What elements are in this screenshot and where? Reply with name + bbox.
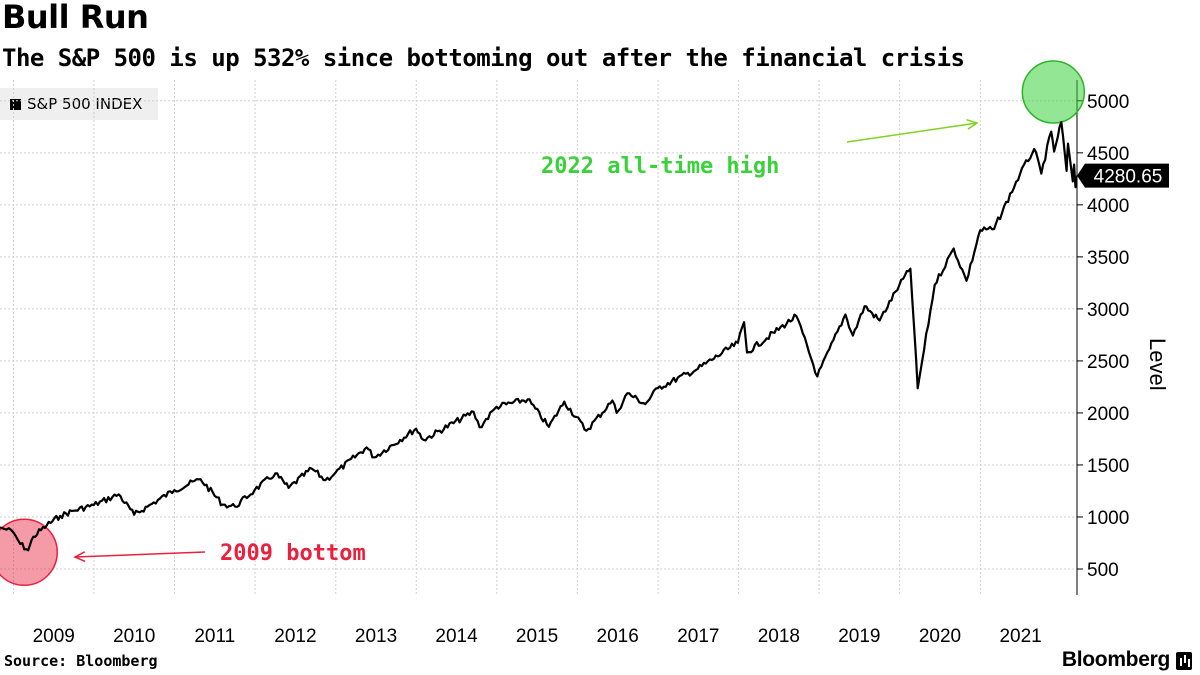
legend-swatch: [10, 98, 21, 110]
y-tick-label: 4000: [1087, 196, 1129, 217]
source-note: Source: Bloomberg: [4, 652, 158, 670]
x-tick-label: 2018: [758, 626, 800, 647]
x-tick-label: 2014: [435, 626, 478, 647]
x-tick-label: 2016: [597, 626, 639, 647]
legend: S&P 500 INDEX: [0, 88, 158, 120]
series-line-sp500: [0, 120, 1078, 552]
x-tick-label: 2011: [194, 626, 235, 647]
y-tick-label: 2000: [1087, 404, 1129, 425]
chart-title: Bull Run: [2, 0, 149, 36]
x-tick-label: 2019: [838, 626, 880, 647]
x-tick-label: 2015: [516, 626, 558, 647]
y-tick-label: 1500: [1087, 456, 1129, 477]
high-annotation-arrow-head: [966, 118, 979, 130]
y-tick-label: 3500: [1087, 248, 1129, 269]
x-tick-label: 2021: [999, 626, 1041, 647]
x-tick-label: 2013: [355, 626, 397, 647]
y-tick-label: 4500: [1087, 144, 1129, 165]
y-tick-label: 5000: [1087, 92, 1129, 113]
high-annotation-arrow: [846, 122, 978, 143]
brand-logo-text: Bloomberg: [1061, 648, 1170, 671]
y-tick-label: 1000: [1087, 508, 1129, 529]
y-tick-label: 2500: [1087, 352, 1129, 373]
bottom-annotation-arrow-head: [73, 551, 86, 563]
legend-label: S&P 500 INDEX: [27, 95, 143, 113]
x-tick-label: 2009: [33, 626, 75, 647]
y-tick-label: 500: [1087, 560, 1119, 581]
x-tick-label: 2012: [274, 626, 316, 647]
chart-subtitle: The S&P 500 is up 532% since bottoming o…: [2, 44, 965, 72]
x-tick-label: 2020: [919, 626, 961, 647]
last-value-badge: [1077, 163, 1169, 188]
high-marker-circle: [1021, 60, 1086, 124]
bottom-annotation-arrow: [74, 551, 206, 558]
bottom-annotation-label: 2009 bottom: [220, 541, 366, 566]
high-annotation-label: 2022 all-time high: [541, 154, 779, 179]
bloomberg-chart-icon: [1176, 652, 1192, 670]
last-value-label: 4280.65: [1094, 167, 1163, 188]
y-tick-label: 3000: [1087, 300, 1129, 321]
x-tick-label: 2010: [113, 626, 155, 647]
x-tick-label: 2017: [677, 626, 719, 647]
y-axis-label: Level: [1145, 338, 1170, 391]
